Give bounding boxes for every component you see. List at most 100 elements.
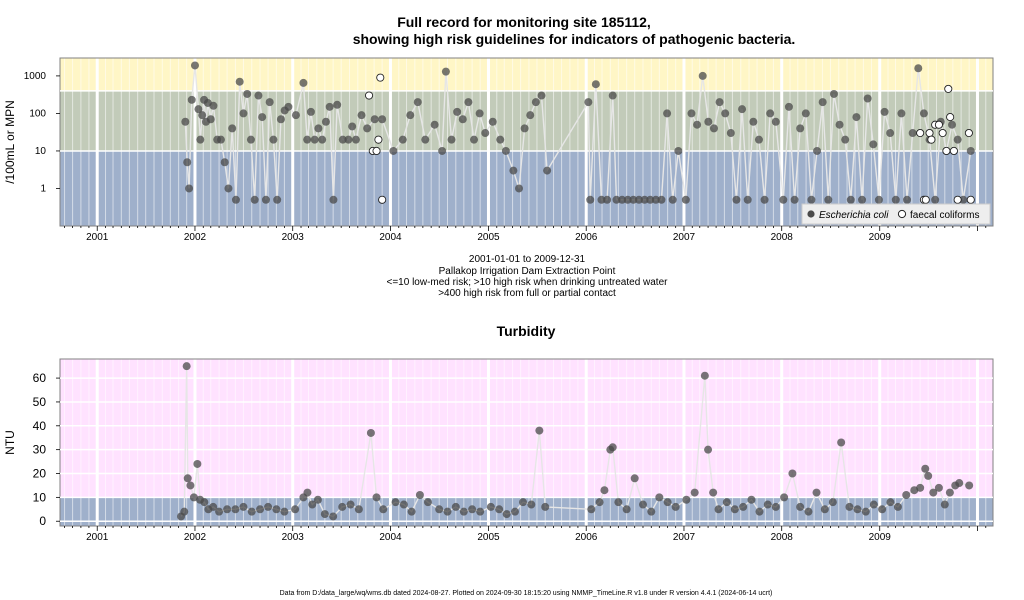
ecoli-point (693, 120, 702, 129)
turbidity-point (869, 500, 878, 509)
turbidity-point (354, 505, 363, 514)
turbidity-x-tick-label: 2009 (869, 532, 892, 543)
ecoli-point (325, 102, 334, 111)
legend-faecal-marker (897, 209, 907, 219)
turbidity-y-tick-label: 50 (33, 395, 47, 409)
turbidity-panel: 2001 2002 2003 2004 2005 2006 2007 2008 2009 NTU 0… (3, 358, 994, 543)
turbidity-point (663, 498, 672, 507)
ecoli-point (447, 135, 456, 144)
ecoli-point (959, 195, 968, 204)
ecoli-point (919, 109, 928, 118)
ecoli-point (246, 135, 255, 144)
ecoli-point (657, 195, 666, 204)
turbidity-y-tick-label: 20 (33, 467, 47, 481)
ecoli-point (897, 109, 906, 118)
turbidity-point (902, 490, 911, 499)
ecoli-point (196, 135, 205, 144)
faecal-coliform-point (378, 195, 387, 204)
ecoli-point (858, 195, 867, 204)
turbidity-x-tick-label: 2008 (771, 532, 794, 543)
turbidity-point (209, 502, 218, 511)
ecoli-point (863, 94, 872, 103)
ecoli-point (329, 195, 338, 204)
ecoli-point (886, 129, 895, 138)
risk-band (60, 58, 993, 91)
turbidity-point (346, 500, 355, 509)
turbidity-point (690, 488, 699, 497)
ecoli-point (209, 101, 218, 110)
ecoli-point (668, 195, 677, 204)
turbidity-point (600, 486, 609, 495)
turbidity-point (486, 502, 495, 511)
turbidity-point (502, 510, 511, 519)
ecoli-point (291, 111, 300, 120)
ecoli-point (481, 129, 490, 138)
faecal-coliform-point (942, 146, 951, 156)
turbidity-point (320, 510, 329, 519)
ecoli-point (273, 195, 282, 204)
ecoli-point (351, 135, 360, 144)
turbidity-point (924, 471, 933, 480)
turbidity-point (443, 507, 452, 516)
turbidity-point (763, 500, 772, 509)
ecoli-point (721, 109, 730, 118)
faecal-coliform-point (374, 135, 383, 144)
bacteria-x-tick-label: 2007 (673, 232, 696, 243)
ecoli-point (181, 117, 190, 126)
turbidity-point (510, 507, 519, 516)
ecoli-point (646, 195, 655, 204)
turbidity-point (183, 474, 192, 483)
turbidity-point (247, 507, 256, 516)
ecoli-point (841, 135, 850, 144)
turbidity-point (700, 371, 709, 380)
ecoli-point (674, 146, 683, 155)
ecoli-point (321, 117, 330, 126)
ecoli-point (681, 195, 690, 204)
ecoli-point (370, 115, 379, 124)
turbidity-point (845, 502, 854, 511)
turbidity-point (630, 474, 639, 483)
ecoli-point (537, 91, 546, 100)
legend-box (801, 203, 991, 225)
turbidity-point (595, 498, 604, 507)
faecal-coliform-point (964, 128, 973, 138)
ecoli-point (265, 98, 274, 107)
ecoli-point (612, 195, 621, 204)
turbidity-point (193, 459, 202, 468)
turbidity-point (189, 493, 198, 502)
turbidity-point (682, 495, 691, 504)
turbidity-x-tick-label: 2006 (575, 532, 598, 543)
turbidity-point (223, 505, 232, 514)
turbidity-y-tick-label: 0 (39, 514, 46, 528)
ecoli-point (732, 195, 741, 204)
ecoli-point (185, 184, 194, 193)
turbidity-point (796, 502, 805, 511)
chart-title-line2: showing high risk guidelines for indicat… (353, 31, 796, 47)
turbidity-point (182, 362, 191, 371)
bacteria-panel: 2001 2002 2003 2004 2005 2006 2007 2008 2009/100… (3, 57, 994, 243)
ecoli-point (903, 195, 912, 204)
turbidity-point (303, 488, 312, 497)
turbidity-x-tick-label: 2001 (86, 532, 109, 543)
turbidity-point (391, 498, 400, 507)
ecoli-point (421, 135, 430, 144)
ecoli-point (470, 135, 479, 144)
turbidity-point (886, 498, 895, 507)
bacteria-y-tick-label: 100 (29, 108, 46, 119)
ecoli-point (187, 95, 196, 104)
turbidity-point (704, 445, 713, 454)
ecoli-point (183, 158, 192, 167)
ecoli-point (754, 135, 763, 144)
ecoli-point (852, 113, 861, 122)
turbidity-point (423, 498, 432, 507)
ecoli-point (453, 107, 462, 116)
ecoli-point (880, 107, 889, 116)
bacteria-x-tick-label: 2003 (282, 232, 305, 243)
faecal-coliform-point (372, 146, 381, 156)
ecoli-point (250, 195, 259, 204)
bacteria-x-tick-label: 2002 (184, 232, 207, 243)
bacteria-x-tick-label: 2009 (869, 232, 892, 243)
ecoli-point (314, 124, 323, 133)
turbidity-point (671, 502, 680, 511)
